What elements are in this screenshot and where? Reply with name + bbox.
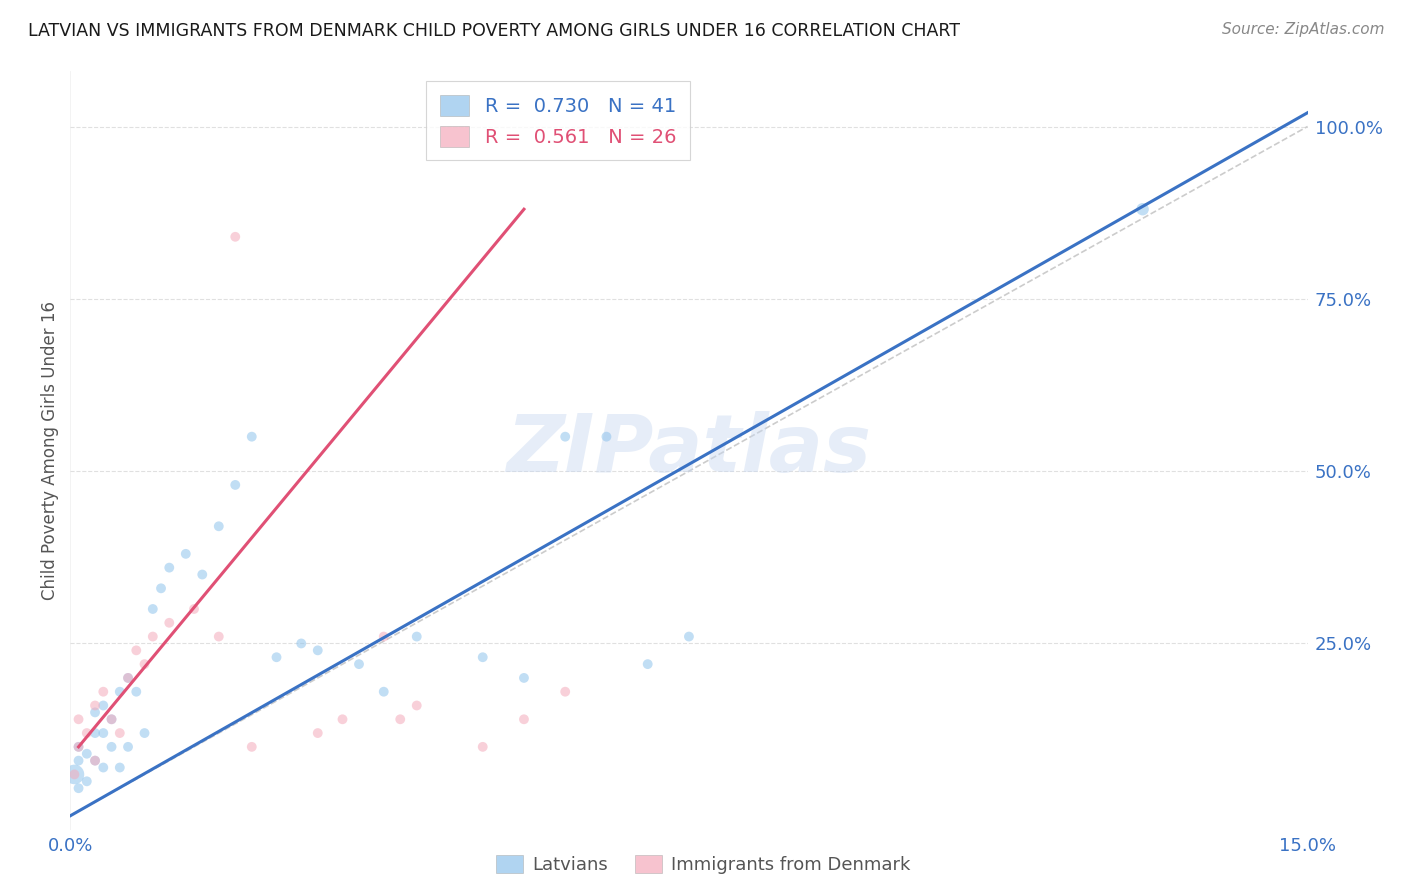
Point [347,657,370,672]
Point [84,726,107,740]
Point [332,712,354,726]
Point [157,615,180,630]
Point [67,712,90,726]
Point [174,547,197,561]
Point [595,430,617,444]
Point [91,726,114,740]
Point [240,739,263,754]
Point [76,726,98,740]
Point [63,767,86,781]
Point [100,739,122,754]
Point [67,739,90,754]
Point [183,602,205,616]
Point [91,760,114,774]
Point [76,774,98,789]
Point [67,754,90,768]
Point [125,684,148,698]
Point [84,754,107,768]
Point [1132,202,1154,217]
Point [405,698,427,713]
Point [554,430,576,444]
Text: ZIPatlas: ZIPatlas [506,411,872,490]
Point [117,671,139,685]
Point [134,726,156,740]
Point [91,684,114,698]
Point [405,630,427,644]
Point [108,684,131,698]
Point [100,712,122,726]
Point [108,726,131,740]
Point [678,630,700,644]
Point [389,712,412,726]
Point [108,760,131,774]
Point [224,229,246,244]
Point [208,519,231,533]
Point [91,698,114,713]
Point [373,684,395,698]
Point [157,560,180,574]
Point [84,706,107,720]
Point [290,636,312,650]
Point [63,767,86,781]
Point [513,712,536,726]
Point [125,643,148,657]
Point [117,739,139,754]
Legend: R =  0.730   N = 41, R =  0.561   N = 26: R = 0.730 N = 41, R = 0.561 N = 26 [426,81,690,161]
Point [142,630,165,644]
Legend: Latvians, Immigrants from Denmark: Latvians, Immigrants from Denmark [486,846,920,883]
Point [307,643,329,657]
Y-axis label: Child Poverty Among Girls Under 16: Child Poverty Among Girls Under 16 [41,301,59,600]
Point [67,739,90,754]
Point [373,630,395,644]
Point [471,650,494,665]
Point [117,671,139,685]
Point [100,712,122,726]
Point [307,726,329,740]
Point [513,671,536,685]
Point [266,650,288,665]
Point [208,630,231,644]
Point [191,567,214,582]
Point [637,657,659,672]
Point [84,754,107,768]
Text: LATVIAN VS IMMIGRANTS FROM DENMARK CHILD POVERTY AMONG GIRLS UNDER 16 CORRELATIO: LATVIAN VS IMMIGRANTS FROM DENMARK CHILD… [28,22,960,40]
Point [150,582,173,596]
Point [134,657,156,672]
Point [76,747,98,761]
Point [224,478,246,492]
Point [142,602,165,616]
Text: Source: ZipAtlas.com: Source: ZipAtlas.com [1222,22,1385,37]
Point [554,684,576,698]
Point [84,698,107,713]
Point [240,430,263,444]
Point [67,781,90,796]
Point [471,739,494,754]
